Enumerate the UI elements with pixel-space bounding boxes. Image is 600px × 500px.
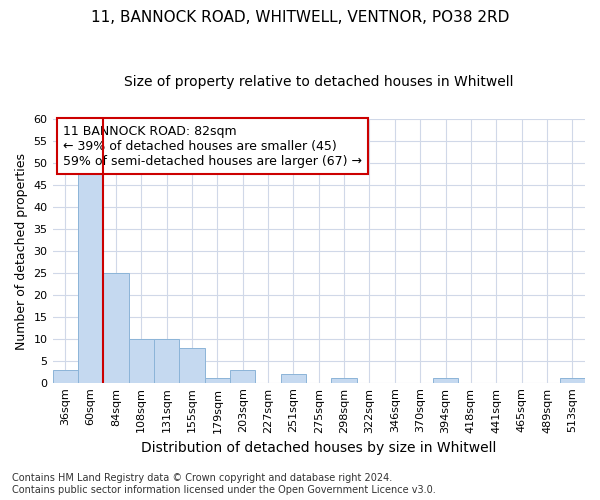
Text: 11 BANNOCK ROAD: 82sqm
← 39% of detached houses are smaller (45)
59% of semi-det: 11 BANNOCK ROAD: 82sqm ← 39% of detached… <box>63 124 362 168</box>
Bar <box>128 339 154 382</box>
Bar <box>433 378 458 382</box>
Bar <box>560 378 585 382</box>
Bar <box>179 348 205 382</box>
Bar <box>53 370 78 382</box>
Bar <box>78 163 103 382</box>
Text: Contains HM Land Registry data © Crown copyright and database right 2024.
Contai: Contains HM Land Registry data © Crown c… <box>12 474 436 495</box>
Bar <box>230 370 256 382</box>
Text: 11, BANNOCK ROAD, WHITWELL, VENTNOR, PO38 2RD: 11, BANNOCK ROAD, WHITWELL, VENTNOR, PO3… <box>91 10 509 25</box>
Bar <box>154 339 179 382</box>
Bar <box>281 374 306 382</box>
Title: Size of property relative to detached houses in Whitwell: Size of property relative to detached ho… <box>124 75 514 89</box>
Bar <box>205 378 230 382</box>
X-axis label: Distribution of detached houses by size in Whitwell: Distribution of detached houses by size … <box>141 441 496 455</box>
Bar <box>103 273 128 382</box>
Bar <box>331 378 357 382</box>
Y-axis label: Number of detached properties: Number of detached properties <box>15 152 28 350</box>
